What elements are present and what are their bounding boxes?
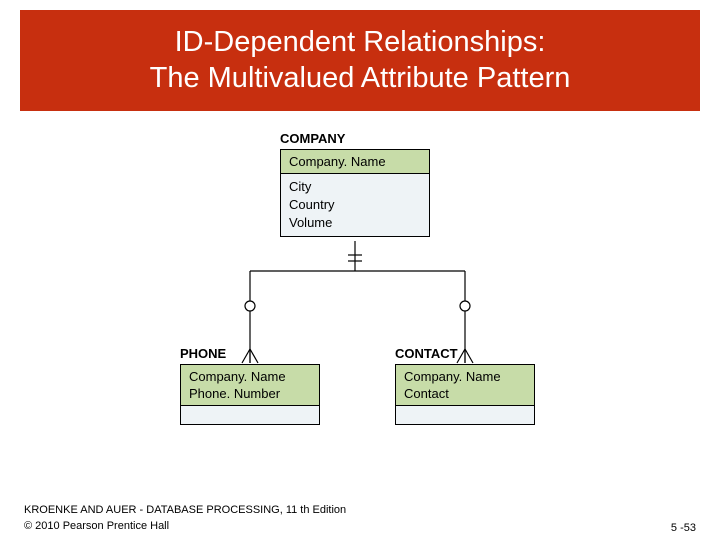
er-diagram: COMPANY Company. Name City Country Volum… (0, 111, 720, 471)
contact-attrs-empty (396, 406, 534, 424)
title-line-1: ID-Dependent Relationships: (30, 24, 690, 60)
footer-line2: © 2010 Pearson Prentice Hall (24, 519, 346, 534)
entity-phone-title: PHONE (180, 346, 320, 361)
entity-contact: CONTACT Company. Name Contact (395, 346, 535, 425)
company-key: Company. Name (281, 150, 429, 174)
contact-key-1: Company. Name (396, 365, 534, 386)
entity-contact-title: CONTACT (395, 346, 535, 361)
entity-phone: PHONE Company. Name Phone. Number (180, 346, 320, 425)
entity-company: COMPANY Company. Name City Country Volum… (280, 131, 430, 238)
slide-title: ID-Dependent Relationships: The Multival… (20, 10, 700, 111)
title-line-2: The Multivalued Attribute Pattern (30, 60, 690, 96)
footer-pagenum: 5 -53 (671, 522, 696, 534)
company-attr-country: Country (289, 196, 421, 214)
footer-left: KROENKE AND AUER - DATABASE PROCESSING, … (24, 503, 346, 534)
footer: KROENKE AND AUER - DATABASE PROCESSING, … (24, 503, 696, 534)
company-attr-volume: Volume (289, 214, 421, 232)
phone-attrs-empty (181, 406, 319, 424)
entity-phone-box: Company. Name Phone. Number (180, 364, 320, 425)
company-attr-city: City (289, 178, 421, 196)
entity-company-box: Company. Name City Country Volume (280, 149, 430, 238)
entity-contact-box: Company. Name Contact (395, 364, 535, 425)
phone-key-1: Company. Name (181, 365, 319, 386)
entity-company-title: COMPANY (280, 131, 430, 146)
company-attrs: City Country Volume (281, 174, 429, 237)
phone-key-2: Phone. Number (181, 386, 319, 406)
footer-line1: KROENKE AND AUER - DATABASE PROCESSING, … (24, 503, 346, 518)
contact-key-2: Contact (396, 386, 534, 406)
